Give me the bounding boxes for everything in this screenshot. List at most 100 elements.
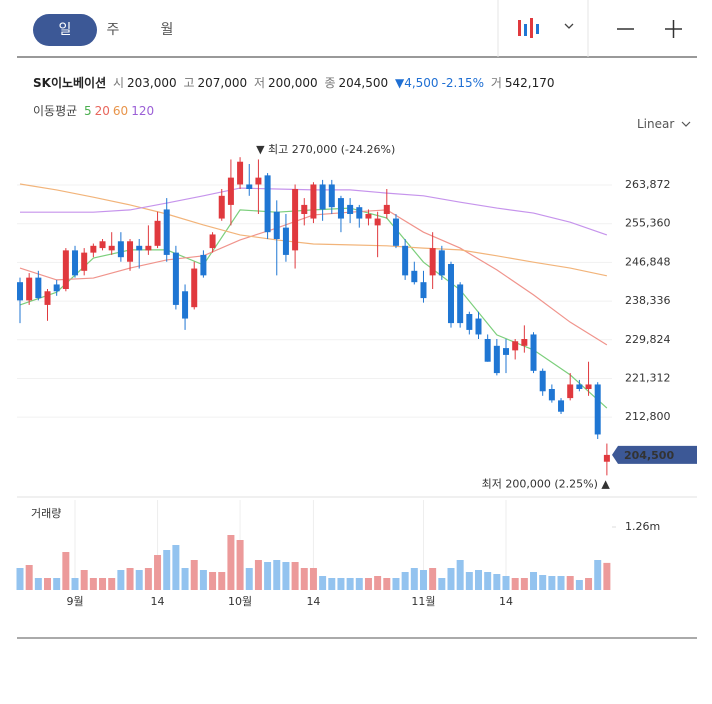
volume-bar	[80, 570, 88, 590]
candle-body	[191, 268, 198, 308]
ma-legend-title: 이동평균	[33, 104, 78, 118]
candle-body	[99, 241, 106, 249]
volume-bar	[245, 568, 253, 590]
candle-body	[484, 339, 491, 362]
x-tick-label: 14	[499, 595, 513, 608]
candle-body	[337, 198, 344, 219]
candle-body	[72, 250, 79, 276]
candle-body	[255, 177, 262, 185]
candle-body	[182, 291, 189, 319]
candle-body	[530, 334, 537, 371]
label: 고	[183, 76, 195, 90]
volume-bar	[53, 578, 61, 590]
candle-body	[347, 204, 354, 214]
candle-body	[301, 204, 308, 214]
volume-bar	[71, 578, 79, 590]
volume-bar	[337, 578, 345, 590]
volume-bar	[419, 570, 427, 590]
y-tick-label: 255,360	[625, 217, 671, 230]
candle-body	[521, 339, 528, 346]
scale-menu[interactable]: Linear	[637, 117, 691, 131]
ma-legend: 이동평균 5 20 60 120	[33, 102, 157, 119]
volume-bar	[520, 578, 528, 590]
volume-bar	[364, 578, 372, 590]
candle-body	[365, 214, 372, 219]
candle-body	[567, 384, 574, 399]
volume-bar	[181, 568, 189, 590]
tab[interactable]: 일	[33, 14, 97, 46]
zoom-in[interactable]	[665, 20, 682, 38]
price-tag	[612, 445, 697, 464]
candle-body	[402, 245, 409, 276]
candle-body	[44, 291, 51, 305]
volume-bar	[539, 575, 547, 590]
candle-body	[374, 218, 381, 226]
dropdown-icon[interactable]	[564, 23, 574, 29]
ma-legend-item: 5	[84, 104, 92, 118]
volume-bar	[135, 570, 143, 590]
volume-bar	[163, 550, 171, 590]
stock-name: SK이노베이션	[33, 76, 107, 90]
y-tick-label: 229,824	[625, 333, 671, 346]
candle-body	[548, 389, 555, 401]
x-tick-label: 10월	[228, 595, 252, 608]
chart-type-icon[interactable]	[518, 18, 539, 38]
candle-body	[273, 211, 280, 239]
y-tick-label: 263,872	[625, 178, 671, 191]
candle-body	[81, 252, 88, 271]
tab[interactable]: 월	[160, 22, 174, 38]
volume-bar	[401, 572, 409, 590]
volume-bar	[218, 572, 226, 590]
volume-bar	[144, 568, 152, 590]
candle-body	[594, 384, 601, 435]
value: 204,500	[338, 76, 389, 90]
volume-bar	[236, 540, 244, 590]
candle-body	[108, 245, 115, 251]
y-tick-label: 221,312	[625, 371, 671, 384]
ma-legend-item: 20	[94, 104, 110, 118]
candle-body	[264, 175, 271, 233]
candle-body	[310, 184, 317, 219]
candle-body	[466, 314, 473, 330]
volume-bar	[190, 560, 198, 590]
volume-bar	[25, 565, 33, 590]
volume-bar	[465, 572, 473, 590]
volume-bar	[16, 568, 24, 590]
candle-body	[53, 284, 60, 292]
volume-bar	[484, 572, 492, 590]
volume-bar	[309, 568, 317, 590]
candle-body	[585, 384, 592, 389]
y-tick-label: 238,336	[625, 294, 671, 307]
volume-bar	[62, 552, 70, 590]
volume-bar	[319, 576, 327, 590]
candle-body	[383, 204, 390, 214]
candle-body	[392, 218, 399, 246]
volume-bar	[126, 568, 134, 590]
candle-body	[475, 318, 482, 335]
y-tick-label: 1.26m	[625, 520, 660, 533]
ma-line	[19, 183, 608, 277]
volume-bar	[44, 578, 52, 590]
volume-bar	[603, 562, 611, 590]
price-tag-label: 204,500	[624, 449, 674, 462]
volume-bar	[300, 568, 308, 590]
candle-body	[209, 234, 216, 249]
candle-body	[117, 241, 124, 258]
x-tick-label: 14	[151, 595, 165, 608]
volume-title: 거래량	[31, 507, 61, 520]
ma-legend-item: 120	[131, 104, 155, 118]
candle-body	[145, 245, 152, 251]
candle-body	[438, 250, 445, 276]
tab[interactable]: 주	[106, 22, 120, 38]
volume-bar	[154, 555, 162, 590]
value: 200,000	[268, 76, 318, 90]
volume-bar	[475, 570, 482, 590]
volume-bar	[264, 562, 272, 590]
label: 거	[490, 76, 502, 90]
volume-bar	[511, 578, 519, 590]
candle-body	[163, 209, 170, 255]
volume-bar	[254, 560, 262, 590]
volume-bar	[502, 576, 510, 590]
candle-body	[539, 370, 546, 392]
